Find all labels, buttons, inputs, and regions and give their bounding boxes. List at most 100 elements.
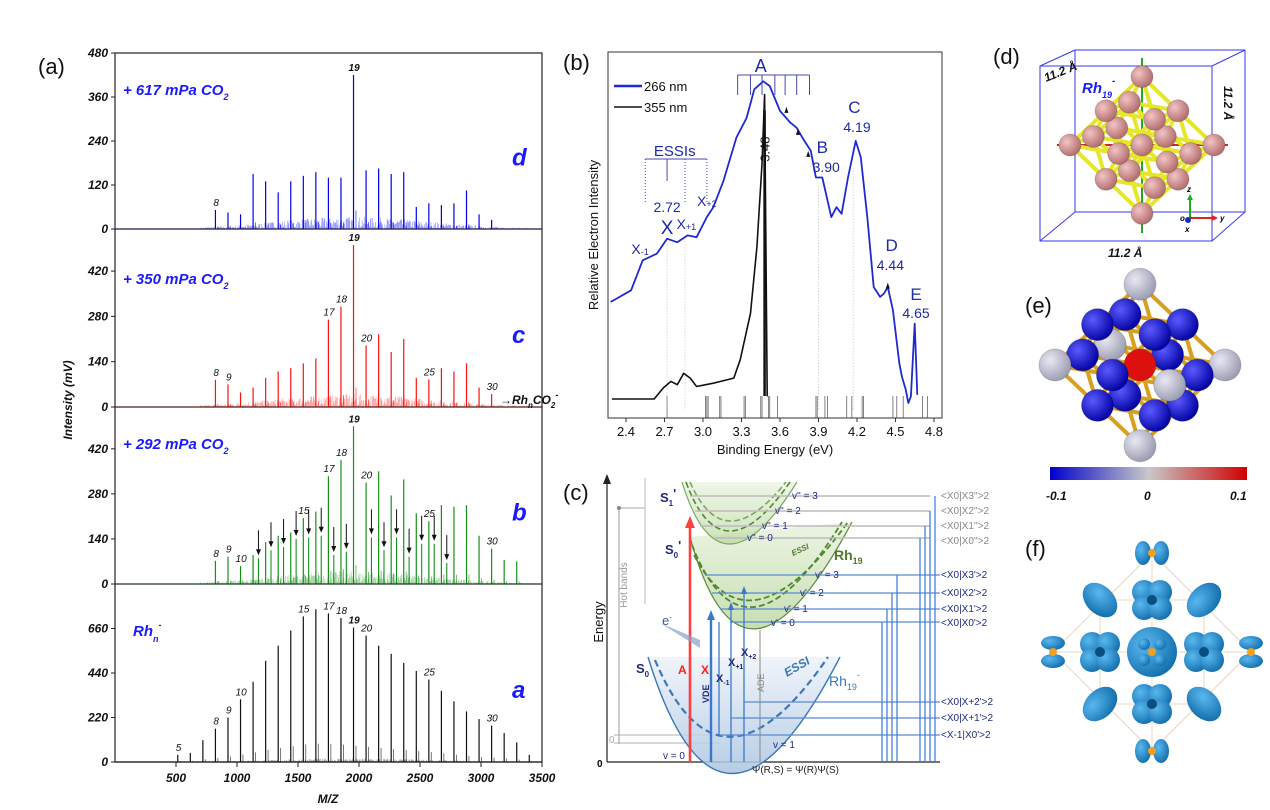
panel-f: (f)	[1025, 536, 1263, 763]
svg-text:<X0|X+2'>2: <X0|X+2'>2	[941, 697, 993, 708]
rh-atom	[1095, 358, 1129, 392]
peak-label-15: 15	[298, 604, 310, 615]
svg-text:v'' = 1: v'' = 1	[762, 521, 788, 532]
arrow-down-icon	[306, 528, 312, 535]
label-A: A	[678, 663, 687, 677]
arrow-down-icon	[293, 529, 299, 536]
y-tick-label: 220	[87, 711, 108, 725]
label-S0-prime: S0'	[665, 538, 681, 560]
colorbar-max-label: 0.1	[1230, 489, 1247, 503]
label-x-minus1: X-1	[631, 241, 648, 257]
peak-label-25: 25	[423, 367, 436, 378]
x-axis-label: Binding Energy (eV)	[717, 442, 833, 457]
colorbar-mid-label: 0	[1144, 489, 1151, 503]
svg-text:v'' = 0: v'' = 0	[747, 533, 773, 544]
label-4.44: 4.44	[877, 257, 904, 273]
label-Rh19-anion: Rh19-	[829, 670, 860, 692]
peak-label-19: 19	[349, 63, 361, 74]
zero-hot-label: 0	[609, 735, 615, 746]
x-tick-label: 4.5	[886, 424, 904, 439]
label-E: E	[910, 285, 921, 304]
x-tick-label: 500	[166, 771, 186, 785]
legend: 266 nm 355 nm	[614, 79, 687, 115]
orbital-lobe	[1041, 654, 1065, 668]
label-3.90: 3.90	[813, 159, 840, 175]
y-tick-label: 0	[101, 755, 108, 769]
rh-atom	[1123, 429, 1157, 463]
rh-atom	[1143, 107, 1167, 131]
arrow-down-icon	[368, 528, 374, 535]
neutral-s1-surface	[682, 482, 797, 544]
label-S1-prime: S1'	[660, 486, 676, 508]
orbital-lobe	[1154, 654, 1166, 666]
y-tick-label: 420	[87, 442, 108, 456]
svg-text:<X0|X3'>2: <X0|X3'>2	[941, 570, 988, 581]
x-tick-label: 1500	[285, 771, 312, 785]
energy-axis-label: Energy	[591, 601, 606, 643]
panel-b: (b) 3.48 A ESSIs 2.72 X X-1 X+1X+2 B 3.90 C 4.19 D 4…	[563, 50, 943, 457]
orbital-lobe	[1154, 638, 1166, 650]
peak-label-15: 15	[298, 506, 310, 517]
panel-b-frame	[607, 51, 943, 419]
orbital-node	[1199, 647, 1209, 657]
arrow-down-icon	[406, 547, 412, 554]
arrow-down-icon	[268, 541, 274, 548]
svg-text:v' = 0: v' = 0	[771, 618, 795, 629]
y-tick-label: 280	[87, 487, 108, 501]
panel-d: (d) z y x o 11.2 Å 11.2 Å 11.2 Å Rh19-	[993, 44, 1246, 260]
y-tick-label: 0	[101, 222, 108, 236]
franck-condon-connectors	[881, 496, 936, 762]
svg-text:v' = 1: v' = 1	[784, 604, 808, 615]
peak-label-20: 20	[360, 624, 373, 635]
orbital-node	[1147, 595, 1157, 605]
arrow-up-icon	[806, 150, 811, 157]
panel-label-e: (e)	[1025, 293, 1052, 318]
x-tick-label: 4.2	[848, 424, 866, 439]
peak-label-18: 18	[336, 448, 348, 459]
svg-text:x: x	[1184, 225, 1190, 234]
x-tick-label: 3500	[529, 771, 556, 785]
label-x-plus1: X+1	[677, 216, 697, 232]
y-tick-label: 0	[101, 577, 108, 591]
rh-atom	[1202, 133, 1226, 157]
panel-label-d: (d)	[993, 44, 1020, 69]
label-X: X	[701, 663, 709, 677]
label-A: A	[755, 56, 767, 76]
arrow-down-icon	[281, 537, 287, 544]
y-tick-label: 480	[87, 46, 108, 60]
arrow-down-icon	[444, 554, 450, 561]
y-tick-label: 440	[87, 666, 108, 680]
y-tick-label: 360	[88, 90, 108, 104]
label-D: D	[886, 236, 898, 255]
x-tick-label: 1000	[224, 771, 251, 785]
svg-text:<X0|X2'>2: <X0|X2'>2	[941, 588, 988, 599]
rh-atom	[1148, 549, 1156, 557]
adduct-legend: →RhnCO2-	[500, 390, 558, 410]
panel-label-b: (b)	[563, 50, 590, 75]
rh-atom	[1117, 90, 1141, 114]
rh-atom	[1058, 133, 1082, 157]
label-4.19: 4.19	[843, 119, 870, 135]
arrow-down-icon	[381, 541, 387, 548]
peak-label-8: 8	[213, 717, 219, 728]
rh-atom	[1138, 398, 1172, 432]
y-tick-label: 280	[87, 309, 108, 323]
vibrational-level-labels: v = 0 v = 1 v'' = 3 v'' = 2 v'' = 1 v'' …	[663, 491, 839, 762]
arrow-down-icon	[431, 534, 437, 541]
peak-label-30: 30	[487, 714, 499, 725]
label-essis: ESSIs	[654, 143, 696, 160]
trace-letter-a: a	[512, 677, 525, 704]
legend-label-355: 355 nm	[644, 100, 687, 115]
label-4.65: 4.65	[902, 305, 929, 321]
svg-text:v'' = 2: v'' = 2	[775, 506, 801, 517]
arrow-up-icon	[795, 128, 800, 135]
x-tick-label: 4.8	[925, 424, 943, 439]
rh-atom	[1038, 348, 1072, 382]
x-tick-label: 3.3	[732, 424, 750, 439]
panel-label-a: (a)	[38, 54, 65, 79]
rh-atom	[1153, 368, 1187, 402]
arrow-down-icon	[255, 549, 261, 556]
orbital-lobe	[1138, 638, 1150, 650]
